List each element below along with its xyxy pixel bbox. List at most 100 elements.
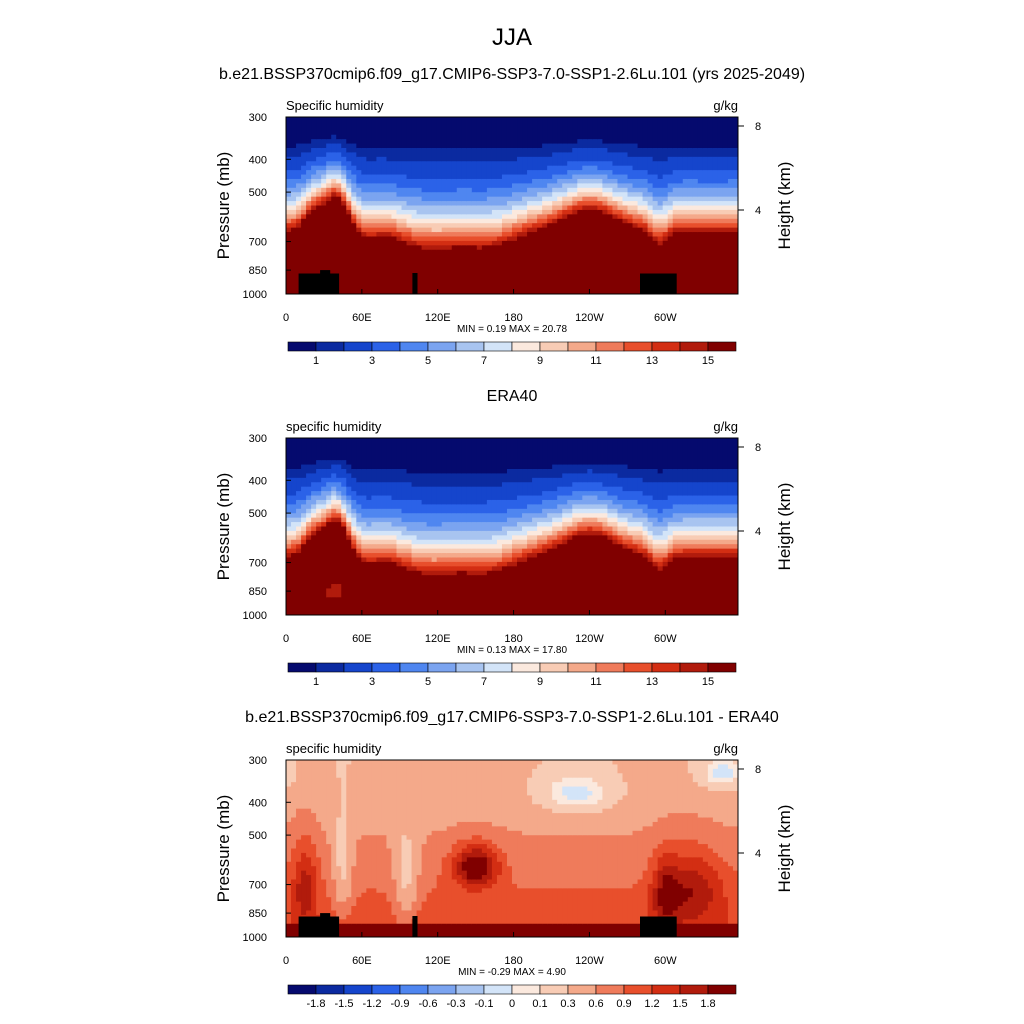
field-cell bbox=[722, 495, 729, 505]
field-cell bbox=[727, 826, 734, 867]
field-cell bbox=[602, 808, 609, 836]
field-cell bbox=[401, 923, 408, 937]
field-cell bbox=[341, 174, 347, 180]
field-cell bbox=[361, 192, 367, 202]
x-tick-label: 60E bbox=[352, 312, 372, 324]
field-cell bbox=[692, 557, 699, 615]
field-cell bbox=[301, 852, 307, 872]
field-cell bbox=[426, 218, 433, 224]
field-cell bbox=[436, 570, 443, 576]
field-cell bbox=[557, 214, 563, 220]
field-cell bbox=[547, 156, 553, 167]
field-cell bbox=[572, 499, 578, 505]
field-cell bbox=[687, 223, 694, 229]
field-cell bbox=[371, 517, 377, 523]
field-cell bbox=[572, 201, 578, 207]
field-cell bbox=[642, 468, 649, 483]
field-cell bbox=[296, 201, 302, 207]
field-cell bbox=[607, 438, 614, 466]
field-cell bbox=[577, 786, 583, 801]
field-cell bbox=[557, 165, 563, 176]
field-cell bbox=[702, 147, 709, 158]
field-cell bbox=[306, 178, 312, 184]
field-cell bbox=[316, 178, 322, 184]
field-cell bbox=[582, 174, 588, 180]
field-cell bbox=[682, 517, 689, 528]
field-cell bbox=[381, 553, 388, 559]
field-cell bbox=[702, 209, 709, 215]
field-cell bbox=[336, 817, 342, 867]
field-cell bbox=[481, 227, 488, 233]
field-cell bbox=[396, 499, 403, 510]
field-cell bbox=[552, 192, 558, 202]
colorbar-label: 11 bbox=[590, 355, 601, 367]
left-label: specific humidity bbox=[286, 419, 382, 434]
field-cell bbox=[727, 468, 734, 483]
field-cell bbox=[562, 544, 568, 615]
field-cell bbox=[677, 232, 684, 294]
y-tick-label: 700 bbox=[249, 237, 267, 249]
field-cell bbox=[331, 486, 337, 492]
field-cell bbox=[331, 161, 337, 167]
field-cell bbox=[361, 923, 367, 937]
field-cell bbox=[692, 539, 699, 545]
field-cell bbox=[376, 183, 383, 193]
field-cell bbox=[552, 522, 558, 528]
field-cell bbox=[612, 526, 619, 532]
x-tick-label: 120W bbox=[575, 312, 604, 324]
figure-title: JJA bbox=[492, 24, 532, 51]
field-cell bbox=[532, 187, 538, 198]
field-cell bbox=[642, 117, 649, 149]
field-cell bbox=[286, 147, 292, 158]
field-cell bbox=[361, 214, 367, 220]
field-cell bbox=[371, 161, 377, 176]
field-cell bbox=[371, 760, 377, 836]
field-cell bbox=[386, 535, 393, 541]
field-cell bbox=[647, 147, 654, 158]
field-cell bbox=[597, 209, 603, 294]
field-cell bbox=[687, 839, 694, 858]
field-cell bbox=[682, 156, 689, 171]
colorbar-box bbox=[539, 341, 569, 352]
field-cell bbox=[667, 468, 674, 483]
field-cell bbox=[296, 214, 302, 220]
field-cell bbox=[542, 205, 548, 211]
field-cell bbox=[717, 205, 724, 211]
field-cell bbox=[582, 777, 588, 788]
colorbar-box bbox=[427, 341, 457, 352]
field-cell bbox=[441, 544, 448, 550]
field-cell bbox=[341, 760, 347, 881]
field-cell bbox=[522, 214, 528, 220]
field-cell bbox=[692, 147, 699, 158]
field-cell bbox=[717, 548, 724, 554]
field-cell bbox=[567, 508, 573, 514]
y-tick-label: 400 bbox=[249, 154, 267, 166]
field-cell bbox=[286, 227, 292, 233]
field-cell bbox=[441, 522, 448, 532]
field-cell bbox=[381, 548, 388, 554]
field-cell bbox=[527, 795, 533, 836]
field-cell bbox=[562, 539, 568, 545]
field-cell bbox=[306, 152, 312, 162]
field-cell bbox=[426, 178, 433, 193]
field-cell bbox=[682, 232, 689, 294]
field-cell bbox=[351, 438, 357, 470]
field-cell bbox=[471, 848, 478, 858]
field-cell bbox=[682, 227, 689, 233]
field-cell bbox=[642, 214, 649, 220]
field-cell bbox=[341, 192, 347, 198]
y-tick-label: 300 bbox=[249, 112, 267, 124]
field-cell bbox=[622, 117, 629, 145]
field-cell bbox=[682, 223, 689, 229]
field-cell bbox=[436, 530, 443, 541]
field-cell bbox=[316, 495, 322, 501]
field-cell bbox=[632, 535, 639, 541]
field-cell bbox=[707, 848, 714, 867]
field-cell bbox=[527, 227, 533, 233]
field-cell bbox=[602, 196, 609, 202]
field-cell bbox=[687, 482, 694, 497]
field-cell bbox=[557, 923, 563, 937]
field-cell bbox=[291, 517, 297, 523]
field-cell bbox=[481, 486, 488, 505]
field-cell bbox=[572, 147, 578, 162]
